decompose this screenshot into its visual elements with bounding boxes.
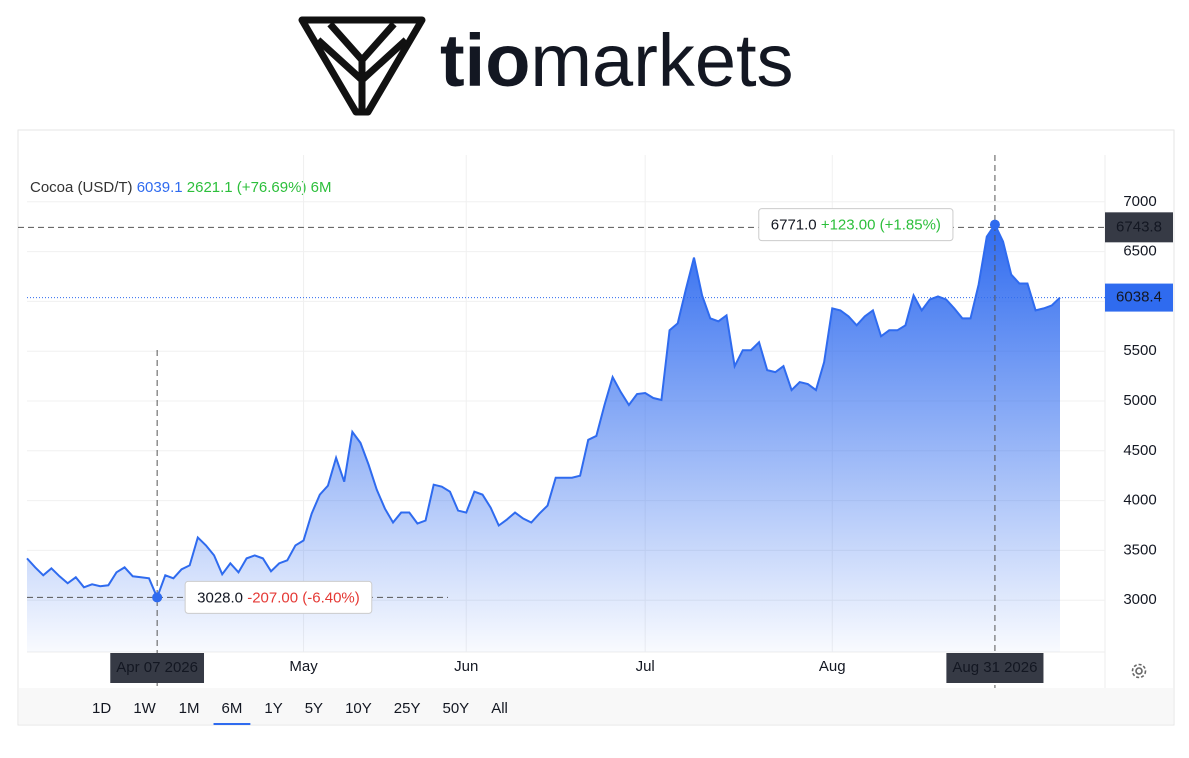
tooltip: 3028.0 -207.00 (-6.40%) <box>184 580 373 614</box>
logo-text: tiomarkets <box>440 19 794 102</box>
date-tag-label: Aug 31 2026 <box>952 659 1037 676</box>
tooltip-price: 6771.0 <box>771 217 817 234</box>
card <box>17 129 1175 726</box>
y-tick-label: 4000 <box>1123 492 1156 509</box>
range-button[interactable]: 1D <box>92 700 111 717</box>
y-tick-label: 5500 <box>1123 342 1156 359</box>
x-tick-label: Jul <box>636 658 655 675</box>
legend-period: 6M <box>311 179 332 196</box>
date-tag-box <box>946 653 1044 683</box>
area <box>27 224 1060 652</box>
crosshair-label: 6743.8 <box>1116 218 1162 235</box>
tooltip-text: 3028.0 -207.00 (-6.40%) <box>197 589 360 606</box>
logo-icon <box>298 16 426 116</box>
date-tag: Aug 31 2026 <box>946 653 1044 683</box>
range-button[interactable]: 50Y <box>442 700 469 717</box>
y-tick-label: 3500 <box>1123 541 1156 558</box>
range-button[interactable]: 1Y <box>264 700 282 717</box>
range-button[interactable]: 6M <box>222 700 243 717</box>
last-price-tag <box>1105 283 1173 312</box>
last-price-label: 6038.4 <box>1116 289 1162 306</box>
date-tag-box <box>110 653 205 683</box>
tooltip-text: 6771.0 +123.00 (+1.85%) <box>771 217 941 234</box>
date-tag-label: Apr 07 2026 <box>116 659 198 676</box>
range-button[interactable]: 5Y <box>305 700 323 717</box>
range-bar <box>19 688 1173 724</box>
x-tick-label: May <box>289 658 318 675</box>
tooltip: 6771.0 +123.00 (+1.85%) <box>758 208 954 242</box>
y-tick-label: 3000 <box>1123 591 1156 608</box>
y-tick-label: 4500 <box>1123 442 1156 459</box>
legend-value: 6039.1 <box>137 179 183 196</box>
logo: tiomarkets <box>298 16 794 116</box>
tooltip-price: 3028.0 <box>197 589 243 606</box>
range-button[interactable]: 1W <box>133 700 156 717</box>
tooltip-box <box>758 208 954 242</box>
range-button[interactable]: 10Y <box>345 700 372 717</box>
y-tick-label: 7000 <box>1123 193 1156 210</box>
range-button[interactable]: 25Y <box>394 700 421 717</box>
line <box>26 222 1061 601</box>
crosshair-tag <box>1105 212 1173 243</box>
range-button[interactable]: 1M <box>179 700 200 717</box>
tooltip-change: +123.00 (+1.85%) <box>821 217 941 234</box>
logo-regular: markets <box>530 19 793 102</box>
legend-name: Cocoa (USD/T) <box>30 179 133 196</box>
range-button[interactable]: All <box>491 700 508 717</box>
legend: Cocoa (USD/T) 6039.1 2621.1 (+76.69%) 6M <box>30 179 331 196</box>
x-tick-label: Jun <box>454 658 478 675</box>
x-tick-label: Aug <box>819 658 846 675</box>
tooltip-change: -207.00 (-6.40%) <box>247 589 360 606</box>
point-marker <box>152 592 163 603</box>
y-tick-label: 5000 <box>1123 392 1156 409</box>
y-tick-label: 6500 <box>1123 243 1156 260</box>
point-marker <box>989 219 1000 230</box>
date-tag: Apr 07 2026 <box>110 653 205 683</box>
logo-bold: tio <box>440 19 530 102</box>
tooltip-box <box>184 580 373 614</box>
settings-icon[interactable] <box>1131 663 1147 679</box>
legend-change: 2621.1 (+76.69%) <box>187 179 307 196</box>
